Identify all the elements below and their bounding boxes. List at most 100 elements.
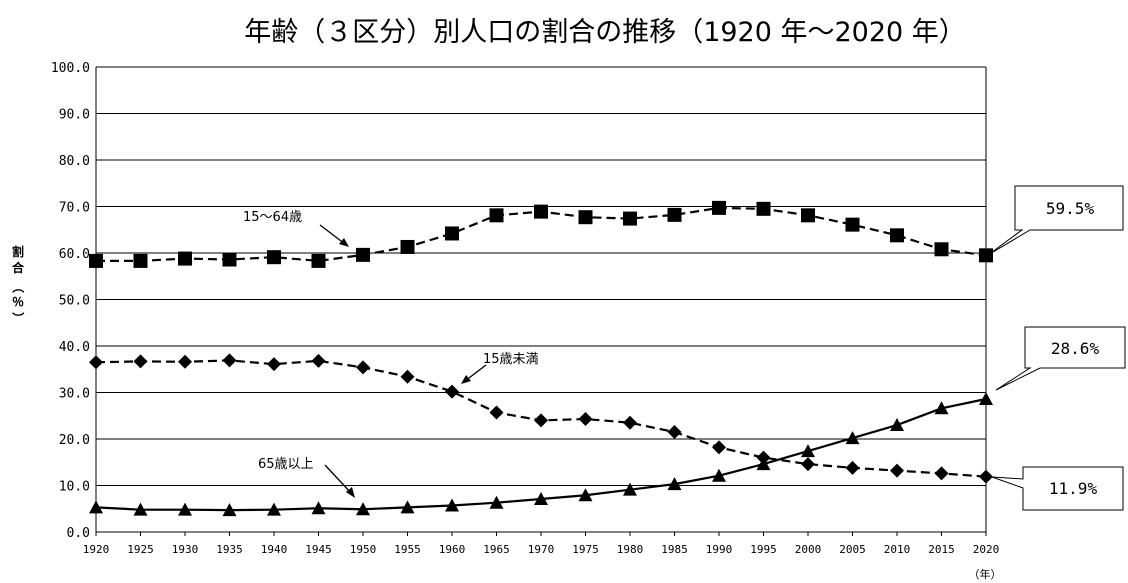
data-point [979, 248, 993, 263]
data-point [979, 469, 993, 484]
data-point [267, 357, 281, 372]
data-point [489, 208, 504, 223]
series-layer [89, 200, 993, 517]
data-point [578, 412, 593, 427]
x-axis-ticks: 1920 1925 1930 1935 1940 1945 1950 1955 1960 1965… [83, 532, 1000, 556]
chart-title: 年齢（３区分）別人口の割合の推移（1920 年～2020 年） [244, 17, 966, 48]
callout-under15: 11.9% [991, 466, 1124, 511]
annotation-label-15-64: 15～64歳 [243, 210, 302, 225]
y-axis-label-char: 合 [12, 260, 25, 275]
data-point [890, 228, 904, 243]
y-tick-label: 50.0 [59, 294, 90, 309]
y-tick-label: 20.0 [59, 433, 90, 448]
data-point [667, 477, 682, 491]
annotation-under15: 15歳未満 [461, 352, 539, 384]
data-point [890, 463, 904, 478]
data-point [89, 500, 103, 514]
data-point [934, 401, 949, 415]
annotation-arrow-head [461, 375, 471, 384]
data-point [178, 251, 192, 266]
series-0 [89, 200, 993, 268]
data-point [222, 252, 237, 267]
x-tick-label: 1980 [617, 543, 644, 556]
callout-65plus: 28.6% [995, 326, 1126, 391]
data-point [578, 488, 593, 502]
y-tick-label: 0.0 [67, 526, 90, 541]
x-tick-label: 1925 [127, 543, 154, 556]
data-point [445, 226, 459, 241]
data-point [311, 501, 326, 515]
data-point [89, 355, 103, 370]
data-point [534, 413, 548, 428]
data-point [845, 431, 860, 445]
data-point [222, 503, 237, 517]
x-tick-label: 1930 [172, 543, 199, 556]
y-tick-label: 100.0 [51, 61, 90, 76]
data-point [356, 502, 370, 516]
data-point [178, 354, 192, 369]
data-point [712, 440, 726, 455]
data-point [311, 253, 326, 268]
callout-text: 28.6% [1051, 339, 1100, 358]
data-point [178, 502, 192, 516]
data-point [267, 250, 281, 265]
y-axis-label-char: （ [11, 281, 26, 293]
data-point [756, 457, 771, 471]
y-tick-label: 80.0 [59, 154, 90, 169]
data-point [801, 208, 815, 223]
data-point [934, 466, 949, 481]
data-point [400, 369, 415, 384]
data-point [489, 405, 504, 420]
annotation-arrow [319, 224, 346, 245]
data-point [89, 253, 103, 268]
data-point [712, 468, 726, 482]
data-point [623, 415, 637, 430]
x-tick-label: 1955 [394, 543, 421, 556]
x-tick-label: 2020 [973, 543, 1000, 556]
annotation-arrow-head [346, 487, 355, 498]
data-point [623, 482, 637, 496]
callout-text: 59.5% [1046, 199, 1095, 218]
data-point [133, 354, 148, 369]
y-tick-label: 40.0 [59, 340, 90, 355]
annotation-arrow [324, 464, 353, 495]
x-tick-label: 1970 [528, 543, 555, 556]
x-tick-label: 2010 [884, 543, 911, 556]
x-axis-unit: （年） [969, 567, 1002, 581]
x-tick-label: 1920 [83, 543, 110, 556]
annotation-65plus: 65歳以上 [258, 457, 355, 498]
annotation-label-65plus: 65歳以上 [258, 457, 314, 472]
y-tick-label: 30.0 [59, 387, 90, 402]
y-axis-label-char: ） [11, 312, 26, 324]
data-point [133, 502, 148, 516]
x-tick-label: 1990 [706, 543, 733, 556]
data-point [801, 457, 815, 472]
data-point [578, 210, 593, 225]
x-tick-label: 1960 [439, 543, 466, 556]
data-point [534, 491, 548, 505]
data-point [845, 460, 860, 475]
data-point [667, 425, 682, 440]
y-tick-label: 90.0 [59, 108, 90, 123]
series-2 [89, 392, 993, 517]
annotation-label-under15: 15歳未満 [483, 352, 539, 367]
annotation-15-64: 15～64歳 [243, 210, 349, 247]
y-tick-label: 70.0 [59, 201, 90, 216]
x-tick-label: 1935 [216, 543, 243, 556]
data-point [979, 392, 993, 406]
data-point [623, 211, 637, 226]
data-point [400, 500, 415, 514]
y-axis-label: 割 合 （ ％ ） [11, 244, 26, 324]
x-tick-label: 1975 [572, 543, 599, 556]
data-point [756, 201, 771, 216]
x-tick-label: 1950 [350, 543, 377, 556]
data-point [489, 495, 504, 509]
x-tick-label: 1965 [483, 543, 510, 556]
y-tick-label: 10.0 [59, 480, 90, 495]
y-tick-label: 60.0 [59, 247, 90, 262]
data-point [445, 384, 459, 399]
x-tick-label: 1985 [661, 543, 688, 556]
x-tick-label: 2000 [795, 543, 822, 556]
y-axis-label-char: ％ [12, 295, 24, 309]
